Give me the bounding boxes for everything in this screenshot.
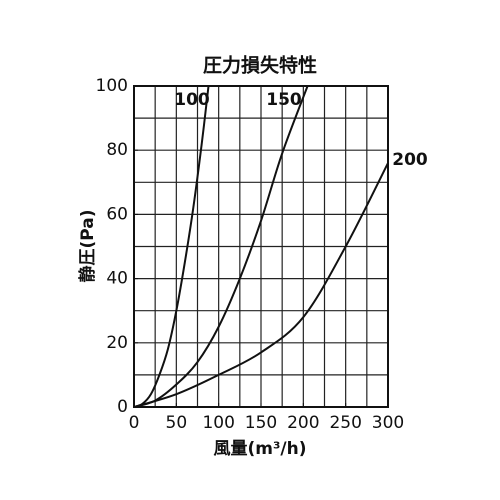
curve	[133, 162, 389, 408]
plot-frame	[133, 85, 389, 408]
x-tick-label: 150	[245, 413, 277, 433]
x-tick-label: 0	[129, 413, 140, 433]
y-tick-label: 20	[106, 333, 128, 353]
y-tick-label: 60	[106, 204, 128, 224]
x-tick-label: 50	[166, 413, 188, 433]
x-axis-label: 風量(m³/h)	[213, 438, 306, 459]
y-tick-label: 100	[96, 76, 128, 96]
y-tick-label: 80	[106, 140, 128, 160]
y-tick-label: 40	[106, 269, 128, 289]
x-tick-label: 250	[329, 413, 361, 433]
curve	[133, 85, 309, 408]
y-tick-label: 0	[117, 397, 128, 417]
curve-label: 100	[174, 90, 210, 110]
chart-title: 圧力損失特性	[203, 54, 317, 77]
x-tick-label: 100	[202, 413, 234, 433]
curve	[133, 85, 210, 408]
y-axis-label: 静圧(Pa)	[77, 209, 98, 282]
x-tick-label: 200	[287, 413, 319, 433]
curve-label: 200	[392, 150, 428, 170]
curve-label: 150	[266, 90, 302, 110]
x-tick-label: 300	[372, 413, 404, 433]
